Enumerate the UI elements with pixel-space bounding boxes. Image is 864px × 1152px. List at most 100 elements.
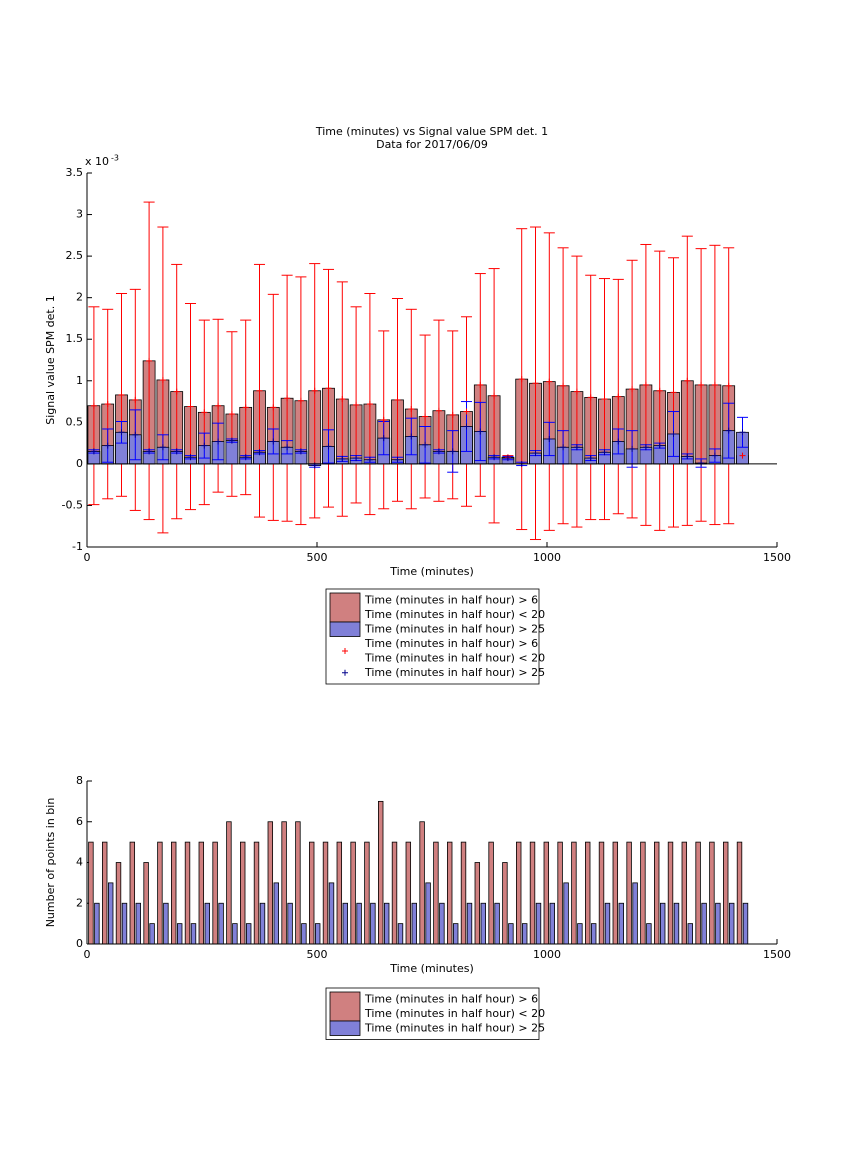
plus-marker [242, 404, 249, 411]
bar [452, 923, 459, 945]
bar [171, 841, 177, 945]
legend-label: Time (minutes in half hour) < 20 [364, 608, 545, 621]
plus-marker [587, 394, 594, 401]
y-tick-label: 1.5 [66, 332, 84, 345]
plus-marker [601, 449, 608, 456]
legend-label: Time (minutes in half hour) > 6 [364, 593, 538, 606]
x-tick-label: 1500 [763, 948, 791, 961]
chart-subtitle: Data for 2017/06/09 [376, 138, 488, 151]
plus-marker [601, 396, 608, 403]
plus-marker [573, 388, 580, 395]
plus-marker [670, 389, 677, 396]
legend-swatch [329, 621, 361, 637]
bar [654, 841, 660, 945]
plus-marker [629, 386, 636, 393]
plus-marker [422, 441, 429, 448]
plus-marker [394, 396, 401, 403]
plus-marker [684, 377, 691, 384]
plus-marker [532, 450, 539, 457]
y-tick-label: 2 [76, 291, 83, 304]
plus-marker [698, 460, 705, 467]
bar [350, 841, 356, 945]
bar [314, 923, 321, 945]
bar [535, 902, 542, 945]
plus-marker [587, 455, 594, 462]
legend-label: Time (minutes in half hour) < 20 [364, 651, 545, 664]
plus-marker [201, 442, 208, 449]
plus-marker [725, 382, 732, 389]
bar [107, 882, 114, 945]
bar [94, 902, 100, 945]
plus-marker [146, 448, 153, 455]
plus-marker [642, 381, 649, 388]
bar [129, 841, 136, 945]
legend-marker [342, 669, 348, 676]
plus-marker [463, 408, 470, 415]
plus-marker [173, 448, 180, 455]
plus-marker [90, 448, 97, 455]
bar [245, 923, 252, 945]
x-axis-label: Time (minutes) [389, 565, 474, 578]
plus-marker [546, 435, 553, 442]
y-tick-label: 0.5 [66, 415, 84, 428]
bar [157, 841, 163, 945]
bar [640, 841, 646, 945]
plus-marker [560, 444, 567, 451]
y-tick-label: 3 [76, 208, 83, 221]
y-tick-label: 2 [76, 896, 83, 909]
bar [411, 902, 417, 945]
x-tick-label: 500 [307, 948, 328, 961]
plus-marker [297, 448, 304, 455]
bar [383, 902, 390, 945]
bar [226, 821, 232, 945]
legend-box [325, 987, 540, 1040]
legend-box [325, 588, 540, 685]
plus-marker [104, 442, 111, 449]
bar [88, 841, 94, 945]
bar [604, 902, 611, 945]
bar [439, 902, 445, 945]
plus-marker [228, 411, 235, 418]
bar [687, 923, 693, 945]
plus-marker [284, 395, 291, 402]
bar [405, 841, 412, 945]
x-axis-label: Time (minutes) [389, 962, 474, 975]
plus-marker [270, 438, 277, 445]
bar [259, 902, 266, 945]
bar [336, 841, 343, 945]
bar [184, 841, 191, 945]
plus-marker [408, 433, 415, 440]
bar [198, 841, 205, 945]
bar [742, 902, 749, 945]
legend-label: Time (minutes in half hour) < 20 [364, 1007, 545, 1020]
plus-marker [698, 381, 705, 388]
bar [529, 841, 536, 945]
plus-marker [518, 376, 525, 383]
bar [419, 821, 425, 945]
bar [232, 923, 238, 945]
legend-label: Time (minutes in half hour) > 25 [364, 666, 545, 679]
plus-marker [366, 456, 373, 463]
plus-marker [642, 444, 649, 451]
x-tick-label: 0 [84, 948, 91, 961]
plus-marker [725, 427, 732, 434]
bar [521, 923, 528, 945]
y-axis-label: Number of points in bin [44, 798, 57, 928]
bar [240, 841, 246, 945]
plus-marker [684, 453, 691, 460]
bar [557, 841, 563, 945]
legend-label: Time (minutes in half hour) > 6 [364, 637, 538, 650]
plus-marker [187, 454, 194, 461]
bar [281, 821, 287, 945]
bar [176, 923, 183, 945]
plus-marker [297, 397, 304, 404]
plus-marker [711, 452, 718, 459]
bar [425, 882, 431, 945]
bar [728, 902, 735, 945]
legend-label: Time (minutes in half hour) > 25 [364, 1021, 545, 1034]
plus-marker [366, 401, 373, 408]
bar [102, 841, 108, 945]
plus-marker [670, 430, 677, 437]
bar [626, 841, 632, 945]
plus-marker [491, 392, 498, 399]
